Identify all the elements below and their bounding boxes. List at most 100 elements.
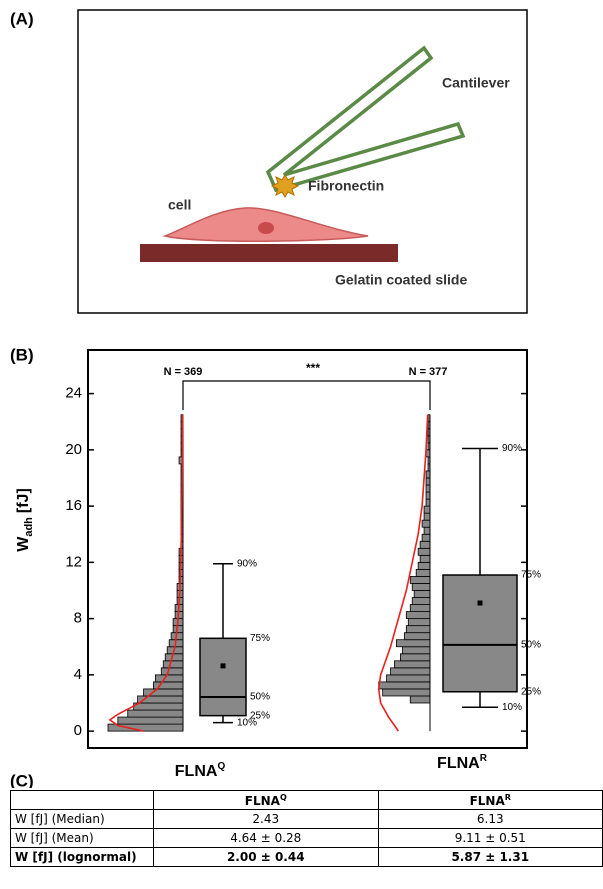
histogram-bar bbox=[133, 702, 184, 711]
histogram-bar bbox=[419, 554, 431, 563]
header-cell: FLNAR bbox=[377, 790, 603, 810]
y-tick-label: 20 bbox=[65, 441, 82, 458]
panel-label: (A) bbox=[10, 9, 34, 28]
histogram-bar bbox=[386, 674, 431, 683]
histogram-bar bbox=[411, 597, 431, 605]
histogram-bar bbox=[425, 470, 431, 479]
cell: 5.87 ± 1.31 bbox=[377, 847, 603, 867]
histogram-bar bbox=[162, 660, 184, 669]
histogram-bar bbox=[164, 653, 184, 662]
percentile-label: 10% bbox=[237, 717, 257, 728]
histogram-bar bbox=[399, 653, 431, 662]
histogram-bar bbox=[117, 716, 184, 725]
percentile-label: 75% bbox=[521, 570, 541, 581]
percentile-label: 90% bbox=[502, 443, 522, 454]
cantilever bbox=[265, 45, 466, 193]
panel-label: (B) bbox=[10, 345, 34, 364]
mean bbox=[220, 663, 226, 669]
cell: 9.11 ± 0.51 bbox=[377, 828, 603, 848]
table-row: W [fJ] (Median) 2.43 6.13 bbox=[10, 809, 603, 829]
y-tick-label: 24 bbox=[65, 385, 82, 402]
box bbox=[442, 574, 518, 693]
histogram-bar bbox=[405, 625, 431, 634]
histogram-bar bbox=[409, 604, 431, 612]
nucleus bbox=[258, 222, 274, 234]
fit-curve bbox=[377, 414, 429, 732]
histogram-bar bbox=[423, 505, 431, 514]
histogram-bar bbox=[411, 583, 431, 591]
cell: 2.43 bbox=[153, 809, 379, 829]
box bbox=[199, 637, 247, 717]
y-tick-label: 0 bbox=[74, 722, 82, 739]
panel-frame bbox=[77, 9, 528, 314]
header-text: FLNA bbox=[244, 793, 280, 808]
percentile-label: 50% bbox=[521, 640, 541, 651]
header-cell: FLNAQ bbox=[153, 790, 379, 810]
histogram-bar bbox=[405, 611, 431, 620]
histogram-bar bbox=[409, 695, 431, 704]
histogram-bar bbox=[425, 498, 431, 507]
cell: 6.13 bbox=[377, 809, 603, 829]
histogram-bar bbox=[401, 646, 431, 655]
fibronectin bbox=[270, 174, 300, 198]
histogram-bar bbox=[425, 484, 431, 493]
y-axis-label: W bbox=[15, 536, 32, 552]
x-tick-label: FLNAR bbox=[437, 753, 488, 773]
histogram-bar bbox=[421, 519, 431, 528]
significance: *** bbox=[306, 361, 320, 375]
x-tick-sup: Q bbox=[217, 761, 225, 772]
histogram-bar bbox=[417, 547, 431, 556]
cell: W [fJ] (Median) bbox=[10, 809, 154, 829]
mean bbox=[477, 600, 483, 606]
histogram-bar bbox=[390, 667, 431, 676]
figure: (A) Cantilever Fibronectin cell Gelatin … bbox=[10, 9, 541, 788]
label: Gelatin coated slide bbox=[335, 272, 467, 288]
table-row: W [fJ] (Mean) 4.64 ± 0.28 9.11 ± 0.51 bbox=[10, 828, 603, 848]
cell: W [fJ] (Mean) bbox=[10, 828, 154, 848]
histogram-bar bbox=[172, 625, 184, 634]
histogram-bar bbox=[396, 639, 431, 648]
histogram-bar bbox=[417, 561, 431, 570]
cell bbox=[10, 790, 154, 810]
table-header: FLNAQ FLNAR bbox=[10, 790, 603, 810]
annotation: N = 369 bbox=[164, 366, 203, 378]
x-tick-label: FLNA bbox=[175, 763, 218, 780]
histogram-bar bbox=[378, 681, 431, 690]
x-tick-sup: R bbox=[480, 753, 488, 764]
histogram-bar bbox=[425, 477, 431, 486]
histogram-bar bbox=[403, 632, 431, 641]
annotation: N = 377 bbox=[409, 366, 448, 378]
histogram-bar bbox=[423, 526, 431, 535]
cell: W [fJ] (lognormal) bbox=[10, 847, 154, 867]
histogram-bar bbox=[407, 618, 431, 627]
histogram-bar bbox=[421, 533, 431, 542]
x-tick-label: FLNA bbox=[437, 755, 480, 772]
histogram-bar bbox=[415, 568, 431, 577]
percentile-label: 25% bbox=[521, 686, 541, 697]
histogram-bar bbox=[409, 576, 431, 584]
histogram-bar bbox=[394, 660, 431, 669]
header-sup: Q bbox=[279, 792, 287, 802]
histogram-bar bbox=[382, 688, 431, 697]
plot-frame bbox=[87, 349, 528, 749]
histogram-bar bbox=[425, 491, 431, 500]
percentile-label: 10% bbox=[502, 702, 522, 713]
y-axis-label-unit: [fJ] bbox=[15, 488, 32, 513]
histogram-bar bbox=[413, 590, 431, 598]
panel-label: (C) bbox=[10, 771, 34, 788]
table-row: W [fJ] (lognormal) 2.00 ± 0.44 5.87 ± 1.31 bbox=[10, 847, 603, 867]
label: Fibronectin bbox=[308, 178, 384, 194]
percentile-label: 75% bbox=[250, 633, 270, 644]
header-text: FLNA bbox=[469, 793, 505, 808]
y-tick-label: 16 bbox=[65, 497, 82, 514]
percentile-label: 50% bbox=[250, 692, 270, 703]
fit-curve bbox=[108, 414, 184, 732]
y-axis-label: Wadh [fJ] bbox=[15, 488, 35, 552]
histogram-bar bbox=[160, 667, 184, 676]
y-tick-label: 4 bbox=[74, 666, 82, 683]
histogram-bar bbox=[154, 674, 184, 683]
table: FLNAQ FLNAR W [fJ] (Median) 2.43 6.13 W [fJ… bbox=[10, 790, 603, 867]
histogram-bar bbox=[419, 540, 431, 549]
histogram-bar bbox=[127, 709, 184, 718]
histogram-bar bbox=[423, 512, 431, 521]
